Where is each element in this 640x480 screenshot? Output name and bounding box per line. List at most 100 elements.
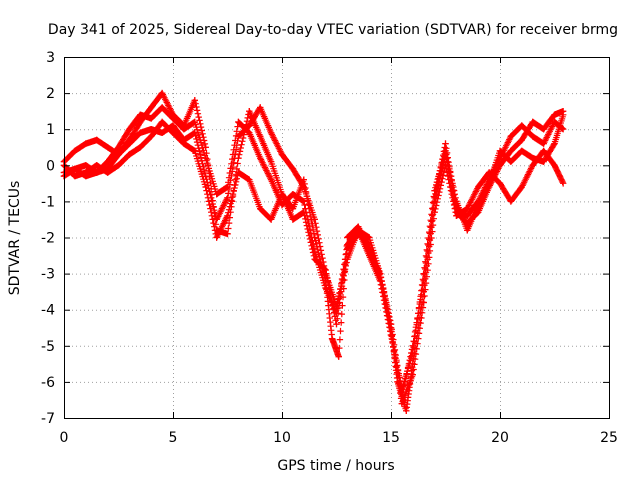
data-point [518,122,525,129]
data-point [267,158,275,165]
data-point [300,183,307,191]
data-point [202,183,209,191]
data-point [180,126,188,133]
data-point [93,169,100,176]
data-point [300,198,307,205]
y-tick-label: 0 [46,158,55,174]
data-point [475,183,482,191]
data-point [158,89,166,97]
data-point [551,140,558,147]
data-point [93,136,100,144]
data-point [257,104,264,111]
data-point [529,133,536,140]
data-point [169,122,177,129]
x-tick-label: 25 [600,430,618,446]
data-point [322,284,329,292]
data-point [420,270,427,277]
data-point [137,144,144,151]
data-point [104,144,111,151]
data-point [71,165,79,173]
x-tick-label: 15 [382,430,400,446]
y-tick-label: -3 [41,267,55,283]
data-point [202,154,209,162]
data-point [224,212,231,219]
data-point [464,205,471,212]
data-point [278,151,286,158]
data-point [246,176,253,183]
data-point [529,154,536,162]
data-point [158,129,166,136]
data-point [333,310,340,317]
data-point [560,111,567,118]
data-point [551,111,558,118]
data-point [366,252,373,259]
data-point [104,169,111,176]
data-point [213,234,220,241]
data-point [496,147,504,155]
data-point [137,111,144,118]
y-axis-label: SDTVAR / TECUs [7,181,23,296]
data-point [431,187,438,194]
data-point [246,122,253,129]
data-point [246,108,253,115]
point-markers [60,118,566,407]
data-point [540,126,547,133]
y-tick-label: -6 [41,375,55,391]
chart-title: Day 341 of 2025, Sidereal Day-to-day VTE… [48,22,618,38]
data-point [191,147,198,155]
data-point [257,205,264,212]
y-tick-label: 1 [46,122,55,138]
data-point [344,241,351,248]
data-point [366,234,373,241]
data-point [104,158,111,165]
x-tick-label: 5 [169,430,178,446]
data-point [507,133,515,140]
data-point [485,180,493,187]
data-point [191,97,198,104]
data-point [235,169,242,176]
data-point [71,172,79,180]
data-point [540,147,547,155]
data-point [518,147,525,155]
data-point [551,118,558,126]
x-tick-label: 0 [60,430,69,446]
data-point [93,162,100,169]
data-point [355,227,362,234]
data-point [403,407,410,414]
data-point [148,133,155,140]
data-point [431,194,438,201]
series-trace-c [60,118,567,407]
data-point [191,118,198,126]
data-point [464,212,471,219]
data-point [453,198,460,205]
data-point [169,115,177,122]
data-point [126,140,133,147]
data-point [289,216,297,223]
data-point [311,248,318,256]
data-point [278,201,286,209]
data-point [409,349,416,357]
data-point [115,151,122,158]
data-point [529,162,536,169]
y-tick-label: -7 [41,411,55,427]
data-point [246,129,253,136]
x-axis-label: GPS time / hours [277,458,394,474]
data-point [224,230,231,238]
data-point [453,212,460,219]
data-point [529,118,536,126]
x-tick-label: 10 [273,430,291,446]
data-point [311,216,318,223]
data-point [158,118,166,126]
x-tick-label: 20 [491,430,509,446]
data-point [224,183,231,191]
data-point [328,335,336,342]
data-point [442,140,449,147]
data-point [148,115,155,122]
data-point [289,165,297,173]
data-point [507,158,515,165]
data-point [496,180,504,187]
data-point [289,191,297,198]
data-point [409,371,416,378]
data-point [115,144,122,151]
